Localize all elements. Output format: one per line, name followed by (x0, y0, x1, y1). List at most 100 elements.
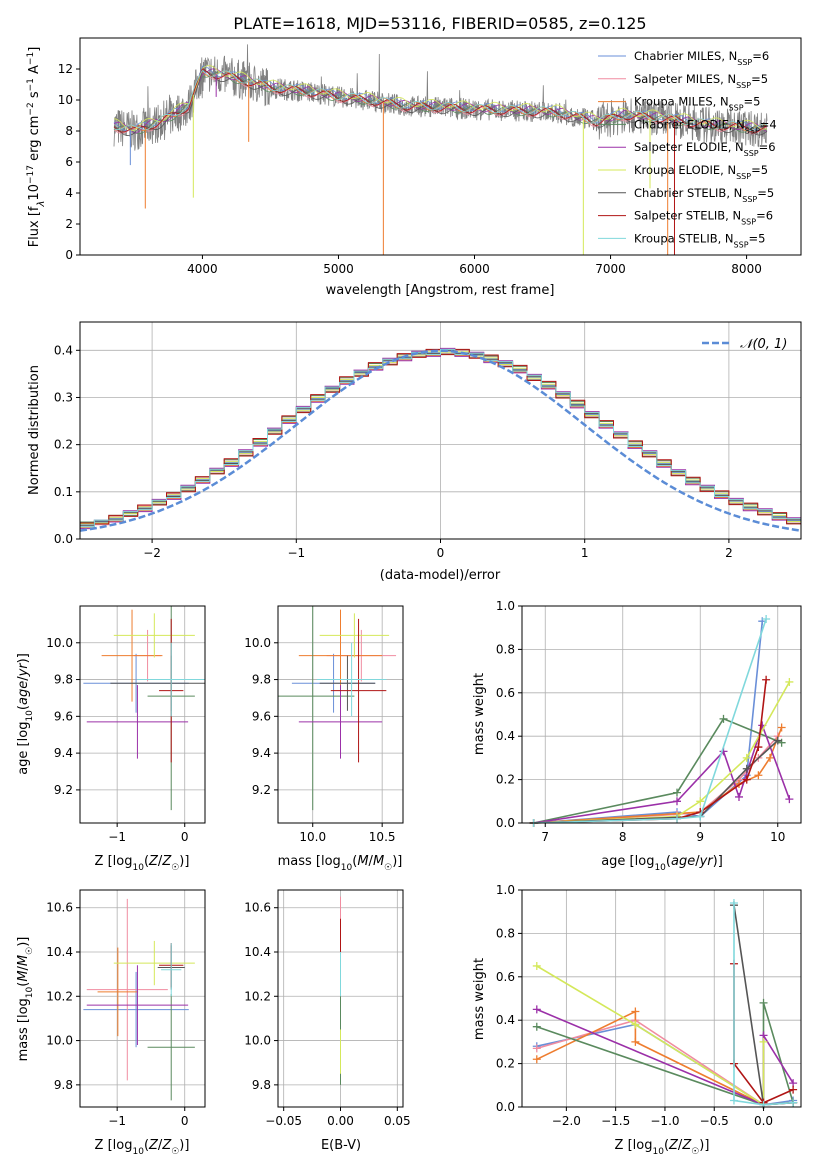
legend-label-salpeter_elodie: Salpeter ELODIE, NSSP=6 (634, 140, 776, 158)
z-mass-ylabel: mass [log10(M/M☉)] (16, 937, 35, 1062)
weight-line-kroupa_stelib (733, 903, 794, 1106)
z-age-xlabel: Z [log10(Z/Z☉)] (95, 854, 190, 873)
ebv-mass-ytick-label: 9.8 (252, 1078, 271, 1092)
normal-legend-label: 𝒩(0, 1) (740, 337, 787, 352)
z-weight-ytick-label: 0.8 (496, 926, 515, 940)
spectrum-ytick-label: 2 (65, 217, 73, 231)
z-weight-ylabel: mass weight (472, 958, 487, 1040)
z-age-ytick-label: 10.0 (46, 636, 73, 650)
age-weight-plot: 7 8 9 10 0.0 0.2 0.4 0.6 0.8 1.0 (496, 599, 802, 844)
weight-line-kroupa_elodie (533, 681, 791, 824)
mass-age-panel: 10.0 10.5 9.2 9.4 9.6 9.8 10.0 mass [log10(M/M… (244, 605, 404, 873)
z-mass-ytick-label: 10.6 (46, 901, 73, 915)
mass-age-points (278, 606, 397, 811)
age-weight-ytick-label: 0.0 (496, 816, 515, 830)
age-weight-panel: 7 8 9 10 0.0 0.2 0.4 0.6 0.8 1.0 age [log10(age/y… (472, 599, 802, 873)
z-weight-plot: −2.0 −1.5 −1.0 −0.5 0.0 0.0 0.2 0.4 0.6 0.8 1.0 (496, 883, 802, 1128)
z-weight-xtick-label: 0.0 (754, 1114, 773, 1128)
spectrum-xtick-label: 7000 (595, 262, 626, 276)
ebv-mass-ytick-label: 10.4 (244, 945, 271, 959)
histogram-steps-kroupa_stelib (80, 348, 801, 528)
age-weight-ylabel: mass weight (472, 673, 487, 755)
weight-marker-kroupa_elodie (742, 753, 751, 762)
weight-marker-chabrier_elodie (673, 788, 681, 797)
weight-line-kroupa_stelib (533, 618, 767, 824)
legend-label-salpeter_miles: Salpeter MILES, NSSP=5 (634, 72, 768, 90)
weight-marker-kroupa_stelib (729, 899, 738, 908)
histogram-ytick-label: 0.0 (54, 532, 73, 546)
z-age-frame (79, 605, 206, 824)
z-weight-xlabel: Z [log10(Z/Z☉)] (615, 1138, 710, 1157)
z-weight-ytick-label: 0.6 (496, 970, 515, 984)
ebv-mass-ytick-label: 10.2 (244, 989, 271, 1003)
mass-age-frame (277, 605, 404, 824)
z-age-panel: −1 0 9.2 9.4 9.6 9.8 10.0 Z [log10(Z/Z☉)] age … (16, 605, 206, 873)
z-age-xtick-label: 0 (181, 830, 189, 844)
legend-label-kroupa_elodie: Kroupa ELODIE, NSSP=5 (634, 163, 768, 181)
z-mass-xtick-label: 0 (181, 1114, 189, 1128)
spectrum-ytick-label: 12 (58, 62, 73, 76)
weight-marker-salpeter_elodie (673, 797, 681, 806)
histogram-panel: −2 −1 0 1 2 0.0 0.1 0.2 0.3 0.4 (data-model)/erro… (27, 321, 802, 583)
spectrum-xtick-label: 6000 (459, 262, 490, 276)
z-weight-panel: −2.0 −1.5 −1.0 −0.5 0.0 0.0 0.2 0.4 0.6 0.8 1.0 Z … (472, 883, 802, 1157)
spectrum-plot-area (113, 44, 768, 255)
z-mass-points (83, 898, 195, 1101)
z-mass-ytick-label: 9.8 (54, 1078, 73, 1092)
legend-label-kroupa_stelib: Kroupa STELIB, NSSP=5 (634, 231, 765, 249)
weight-marker-kroupa_miles (777, 723, 786, 732)
z-age-ytick-label: 9.2 (54, 783, 73, 797)
histogram-xtick-label: −2 (143, 546, 161, 560)
weight-marker-kroupa_elodie (759, 1037, 768, 1046)
normal-curve (79, 349, 802, 532)
weight-marker-kroupa_stelib (729, 1096, 738, 1105)
z-mass-panel: −1 0 9.8 10.0 10.2 10.4 10.6 Z [log10(Z/Z☉)] m… (16, 889, 206, 1157)
weight-line-chabrier_stelib (533, 739, 779, 824)
weight-marker-kroupa_elodie (696, 797, 705, 806)
z-mass-ytick-label: 10.0 (46, 1034, 73, 1048)
mass-age-ytick-label: 9.6 (252, 709, 271, 723)
histogram-xtick-label: −1 (287, 546, 305, 560)
mass-age-ytick-label: 10.0 (244, 636, 271, 650)
mass-age-xlabel: mass [log10(M/M☉)] (278, 854, 403, 873)
z-age-ytick-label: 9.8 (54, 673, 73, 687)
ebv-mass-ytick-label: 10.6 (244, 901, 271, 915)
z-mass-xlabel: Z [log10(Z/Z☉)] (95, 1138, 190, 1157)
z-age-ytick-label: 9.6 (54, 709, 73, 723)
mass-age-ytick-label: 9.8 (252, 673, 271, 687)
histogram-ticks: −2 −1 0 1 2 0.0 0.1 0.2 0.3 0.4 (54, 343, 733, 560)
weight-marker-kroupa_stelib (789, 1098, 798, 1107)
z-weight-xtick-label: −1.5 (601, 1114, 630, 1128)
age-weight-xtick-label: 8 (619, 830, 627, 844)
spectrum-ytick-label: 6 (65, 155, 73, 169)
ebv-mass-xlabel: E(B-V) (321, 1138, 361, 1153)
age-weight-ytick-label: 0.6 (496, 686, 515, 700)
weight-marker-kroupa_miles (631, 1037, 640, 1046)
z-age-points (83, 606, 205, 811)
weight-marker-chabrier_stelib (742, 764, 751, 773)
weight-marker-salpeter_elodie (532, 1005, 541, 1014)
figure-title: PLATE=1618, MJD=53116, FIBERID=0585, z=0… (233, 14, 646, 33)
weight-line-salpeter_elodie (533, 722, 791, 824)
z-mass-ytick-label: 10.4 (46, 945, 73, 959)
mass-age-plot: 10.0 10.5 9.2 9.4 9.6 9.8 10.0 (244, 605, 404, 844)
model-spectrum-salpeter_stelib (113, 68, 768, 133)
weight-marker-kroupa_elodie (631, 1020, 640, 1029)
histogram-ytick-label: 0.2 (54, 438, 73, 452)
weight-marker-kroupa_miles (766, 753, 774, 762)
age-weight-xtick-label: 9 (696, 830, 704, 844)
weight-marker-kroupa_elodie (532, 961, 541, 970)
mass-age-ytick-label: 9.2 (252, 783, 271, 797)
age-weight-frame (521, 605, 802, 824)
z-age-xtick-label: −1 (108, 830, 126, 844)
spectrum-ylabel: Flux [fλ10−17 erg cm−2 s−1 A−1] (26, 47, 47, 248)
mass-age-ytick-label: 9.4 (252, 746, 271, 760)
weight-marker-salpeter_miles (532, 1044, 541, 1053)
mass-age-xtick-label: 10.5 (369, 830, 396, 844)
z-weight-frame (521, 889, 802, 1108)
weight-line-kroupa_elodie (536, 965, 765, 1107)
z-age-plot: −1 0 9.2 9.4 9.6 9.8 10.0 (46, 605, 206, 844)
weight-marker-kroupa_stelib (696, 812, 705, 821)
weight-line-chabrier_elodie (533, 717, 782, 824)
